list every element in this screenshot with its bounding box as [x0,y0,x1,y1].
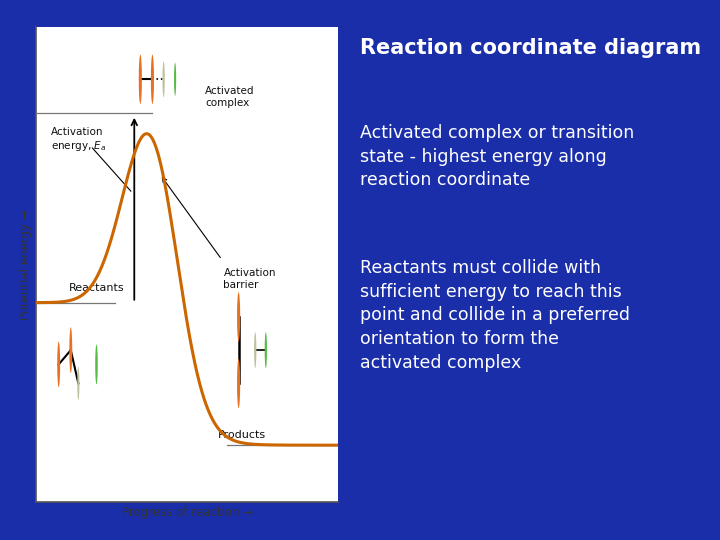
Text: Reactants: Reactants [69,283,125,293]
Text: Activated complex or transition
state - highest energy along
reaction coordinate: Activated complex or transition state - … [360,124,634,190]
X-axis label: Progress of reaction →: Progress of reaction → [122,507,253,519]
Circle shape [237,359,240,408]
Text: Reactants must collide with
sufficient energy to reach this
point and collide in: Reactants must collide with sufficient e… [360,259,630,372]
Circle shape [69,327,72,373]
Text: Activation
barrier: Activation barrier [223,268,276,289]
Text: Products: Products [217,430,266,440]
Text: Reaction coordinate diagram: Reaction coordinate diagram [360,38,701,58]
Circle shape [265,332,267,368]
Circle shape [151,55,154,104]
Circle shape [237,292,240,342]
Text: Activation
energy, $E_a$: Activation energy, $E_a$ [51,127,107,153]
Circle shape [254,332,256,368]
Y-axis label: Potential energy →: Potential energy → [19,210,32,320]
Circle shape [77,367,79,400]
Text: Activated
complex: Activated complex [205,86,255,108]
Circle shape [163,61,165,97]
Circle shape [174,63,176,96]
Circle shape [95,345,98,384]
Circle shape [57,342,60,387]
Circle shape [139,55,142,104]
